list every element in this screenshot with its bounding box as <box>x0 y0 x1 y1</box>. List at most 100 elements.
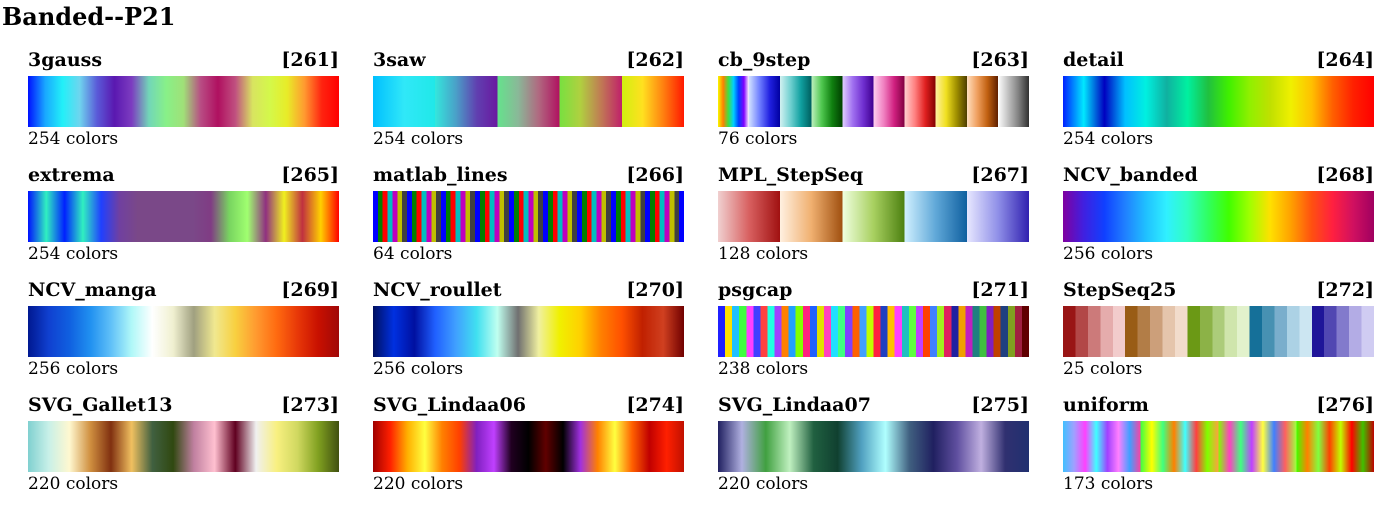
color-count-suffix: colors <box>400 244 453 264</box>
colormap-index: [276] <box>1316 394 1374 416</box>
colormap-name: SVG_Lindaa07 <box>718 394 871 416</box>
colormap-name: psgcap <box>718 279 793 301</box>
colormap-count: 220 colors <box>718 473 808 495</box>
colormap-header: cb_9step [263] <box>718 48 1029 72</box>
colormap-cell: NCV_manga [269] 256 colors <box>28 278 339 379</box>
colormap-cell: SVG_Gallet13 [273] 220 colors <box>28 393 339 495</box>
colormap-count: 220 colors <box>373 473 463 495</box>
colormap-index: [263] <box>971 49 1029 71</box>
color-count-value: 220 <box>28 474 61 494</box>
colormap-count: 128 colors <box>718 243 808 265</box>
color-count-value: 64 <box>373 244 395 264</box>
colormap-index: [261] <box>281 49 339 71</box>
color-count-suffix: colors <box>410 129 464 149</box>
color-count-suffix: colors <box>745 129 798 149</box>
colormap-header: NCV_manga [269] <box>28 278 339 302</box>
colormap-swatch <box>373 191 684 242</box>
colormap-index: [270] <box>626 279 684 301</box>
colormap-swatch <box>28 421 339 472</box>
color-count-value: 220 <box>373 474 406 494</box>
colormap-cell: SVG_Lindaa06 [274] 220 colors <box>373 393 684 495</box>
page-title: Banded--P21 <box>2 2 176 31</box>
colormap-count: 76 colors <box>718 128 797 150</box>
colormap-header: MPL_StepSeq [267] <box>718 163 1029 187</box>
colormap-swatch <box>373 76 684 127</box>
colormap-swatch <box>373 306 684 357</box>
colormap-name: uniform <box>1063 394 1149 416</box>
colormap-cell: 3saw [262] 254 colors <box>373 48 684 150</box>
colormap-name: SVG_Lindaa06 <box>373 394 526 416</box>
color-count-suffix: colors <box>65 244 119 264</box>
colormap-header: detail [264] <box>1063 48 1374 72</box>
colormap-header: NCV_banded [268] <box>1063 163 1374 187</box>
colormap-swatch <box>28 76 339 127</box>
colormap-count: 254 colors <box>28 128 118 150</box>
color-count-value: 25 <box>1063 359 1085 379</box>
color-count-suffix: colors <box>65 129 119 149</box>
colormap-header: 3saw [262] <box>373 48 684 72</box>
colormap-count: 238 colors <box>718 358 808 380</box>
colormap-cell: 3gauss [261] 254 colors <box>28 48 339 150</box>
colormap-count: 254 colors <box>373 128 463 150</box>
colormap-swatch <box>373 421 684 472</box>
colormap-header: NCV_roullet [270] <box>373 278 684 302</box>
colormap-name: StepSeq25 <box>1063 279 1177 301</box>
colormap-count: 173 colors <box>1063 473 1153 495</box>
colormap-count: 254 colors <box>1063 128 1153 150</box>
colormap-cell: NCV_banded [268] 256 colors <box>1063 163 1374 264</box>
colormap-cell: psgcap [271] 238 colors <box>718 278 1029 380</box>
colormap-header: 3gauss [261] <box>28 48 339 72</box>
colormap-header: StepSeq25 [272] <box>1063 278 1374 302</box>
color-count-value: 256 <box>28 359 61 379</box>
colormap-name: extrema <box>28 164 115 186</box>
colormap-index: [272] <box>1316 279 1374 301</box>
colormap-header: SVG_Lindaa07 [275] <box>718 393 1029 417</box>
color-count-suffix: colors <box>755 359 809 379</box>
color-count-suffix: colors <box>1100 474 1154 494</box>
colormap-index: [268] <box>1316 164 1374 186</box>
color-count-value: 256 <box>373 359 406 379</box>
color-count-suffix: colors <box>1100 244 1154 264</box>
colormap-cell: MPL_StepSeq [267] 128 colors <box>718 163 1029 265</box>
color-count-value: 254 <box>1063 129 1096 149</box>
colormap-cell: StepSeq25 [272] 25 colors <box>1063 278 1374 380</box>
colormap-index: [274] <box>626 394 684 416</box>
color-count-value: 256 <box>1063 244 1096 264</box>
colormap-swatch <box>1063 76 1374 127</box>
colormap-header: SVG_Gallet13 [273] <box>28 393 339 417</box>
colormap-swatch <box>718 191 1029 242</box>
colormap-index: [267] <box>971 164 1029 186</box>
color-count-suffix: colors <box>65 359 119 379</box>
color-count-value: 254 <box>28 244 61 264</box>
colormap-count: 25 colors <box>1063 358 1142 380</box>
color-count-value: 238 <box>718 359 751 379</box>
colormap-cell: detail [264] 254 colors <box>1063 48 1374 150</box>
colormap-cell: extrema [265] 254 colors <box>28 163 339 264</box>
colormap-index: [271] <box>971 279 1029 301</box>
colormap-header: uniform [276] <box>1063 393 1374 417</box>
colormap-header: extrema [265] <box>28 163 339 187</box>
colormap-header: psgcap [271] <box>718 278 1029 302</box>
color-count-value: 254 <box>373 129 406 149</box>
color-count-suffix: colors <box>1090 359 1143 379</box>
colormap-index: [265] <box>281 164 339 186</box>
color-count-suffix: colors <box>65 474 119 494</box>
colormap-count: 64 colors <box>373 243 452 265</box>
colormap-header: SVG_Lindaa06 [274] <box>373 393 684 417</box>
colormap-swatch <box>718 421 1029 472</box>
color-count-value: 220 <box>718 474 751 494</box>
colormap-index: [266] <box>626 164 684 186</box>
color-count-suffix: colors <box>755 244 809 264</box>
colormap-name: matlab_lines <box>373 164 508 186</box>
colormap-name: SVG_Gallet13 <box>28 394 173 416</box>
color-count-suffix: colors <box>755 474 809 494</box>
colormap-index: [275] <box>971 394 1029 416</box>
colormap-index: [269] <box>281 279 339 301</box>
colormap-index: [273] <box>281 394 339 416</box>
colormap-name: NCV_manga <box>28 279 157 301</box>
colormap-name: detail <box>1063 49 1124 71</box>
colormap-count: 220 colors <box>28 473 118 495</box>
colormap-cell: matlab_lines [266] 64 colors <box>373 163 684 265</box>
colormap-cell: SVG_Lindaa07 [275] 220 colors <box>718 393 1029 495</box>
colormap-swatch <box>718 306 1029 357</box>
